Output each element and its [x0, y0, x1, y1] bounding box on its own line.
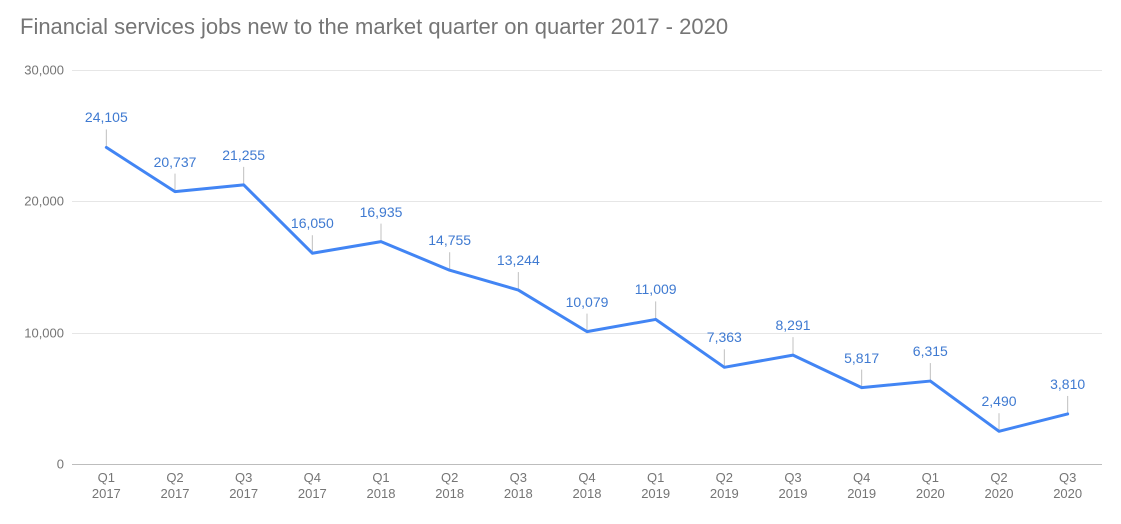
data-label: 14,755 — [428, 232, 471, 248]
x-tick-label: Q22019 — [710, 464, 739, 503]
data-label: 11,009 — [635, 281, 677, 297]
x-tick-label: Q32020 — [1053, 464, 1082, 503]
data-label: 24,105 — [85, 109, 128, 125]
y-tick-label: 20,000 — [24, 194, 72, 209]
data-label: 8,291 — [775, 317, 810, 333]
x-tick-label: Q22018 — [435, 464, 464, 503]
data-label: 20,737 — [154, 154, 197, 170]
x-tick-label: Q42019 — [847, 464, 876, 503]
x-tick-label: Q32017 — [229, 464, 258, 503]
data-label: 6,315 — [913, 343, 948, 359]
chart-title: Financial services jobs new to the marke… — [20, 14, 728, 40]
x-tick-label: Q22020 — [985, 464, 1014, 503]
x-tick-label: Q12019 — [641, 464, 670, 503]
data-label: 13,244 — [497, 252, 540, 268]
line-chart: Financial services jobs new to the marke… — [0, 0, 1121, 524]
y-tick-label: 10,000 — [24, 325, 72, 340]
x-tick-label: Q42017 — [298, 464, 327, 503]
y-tick-label: 0 — [57, 457, 72, 472]
series-line — [106, 147, 1067, 431]
data-label: 10,079 — [566, 294, 609, 310]
y-tick-label: 30,000 — [24, 63, 72, 78]
x-tick-label: Q12018 — [367, 464, 396, 503]
data-label: 21,255 — [222, 147, 265, 163]
x-tick-label: Q22017 — [161, 464, 190, 503]
plot-area: 010,00020,00030,000Q12017Q22017Q32017Q42… — [72, 70, 1102, 464]
x-tick-label: Q42018 — [573, 464, 602, 503]
data-label: 16,050 — [291, 215, 334, 231]
data-label: 7,363 — [707, 329, 742, 345]
data-label: 2,490 — [981, 393, 1016, 409]
x-tick-label: Q32019 — [779, 464, 808, 503]
data-label: 3,810 — [1050, 376, 1085, 392]
data-label: 5,817 — [844, 350, 879, 366]
data-label: 16,935 — [360, 204, 403, 220]
x-tick-label: Q12020 — [916, 464, 945, 503]
x-tick-label: Q32018 — [504, 464, 533, 503]
x-tick-label: Q12017 — [92, 464, 121, 503]
line-svg — [72, 70, 1102, 464]
